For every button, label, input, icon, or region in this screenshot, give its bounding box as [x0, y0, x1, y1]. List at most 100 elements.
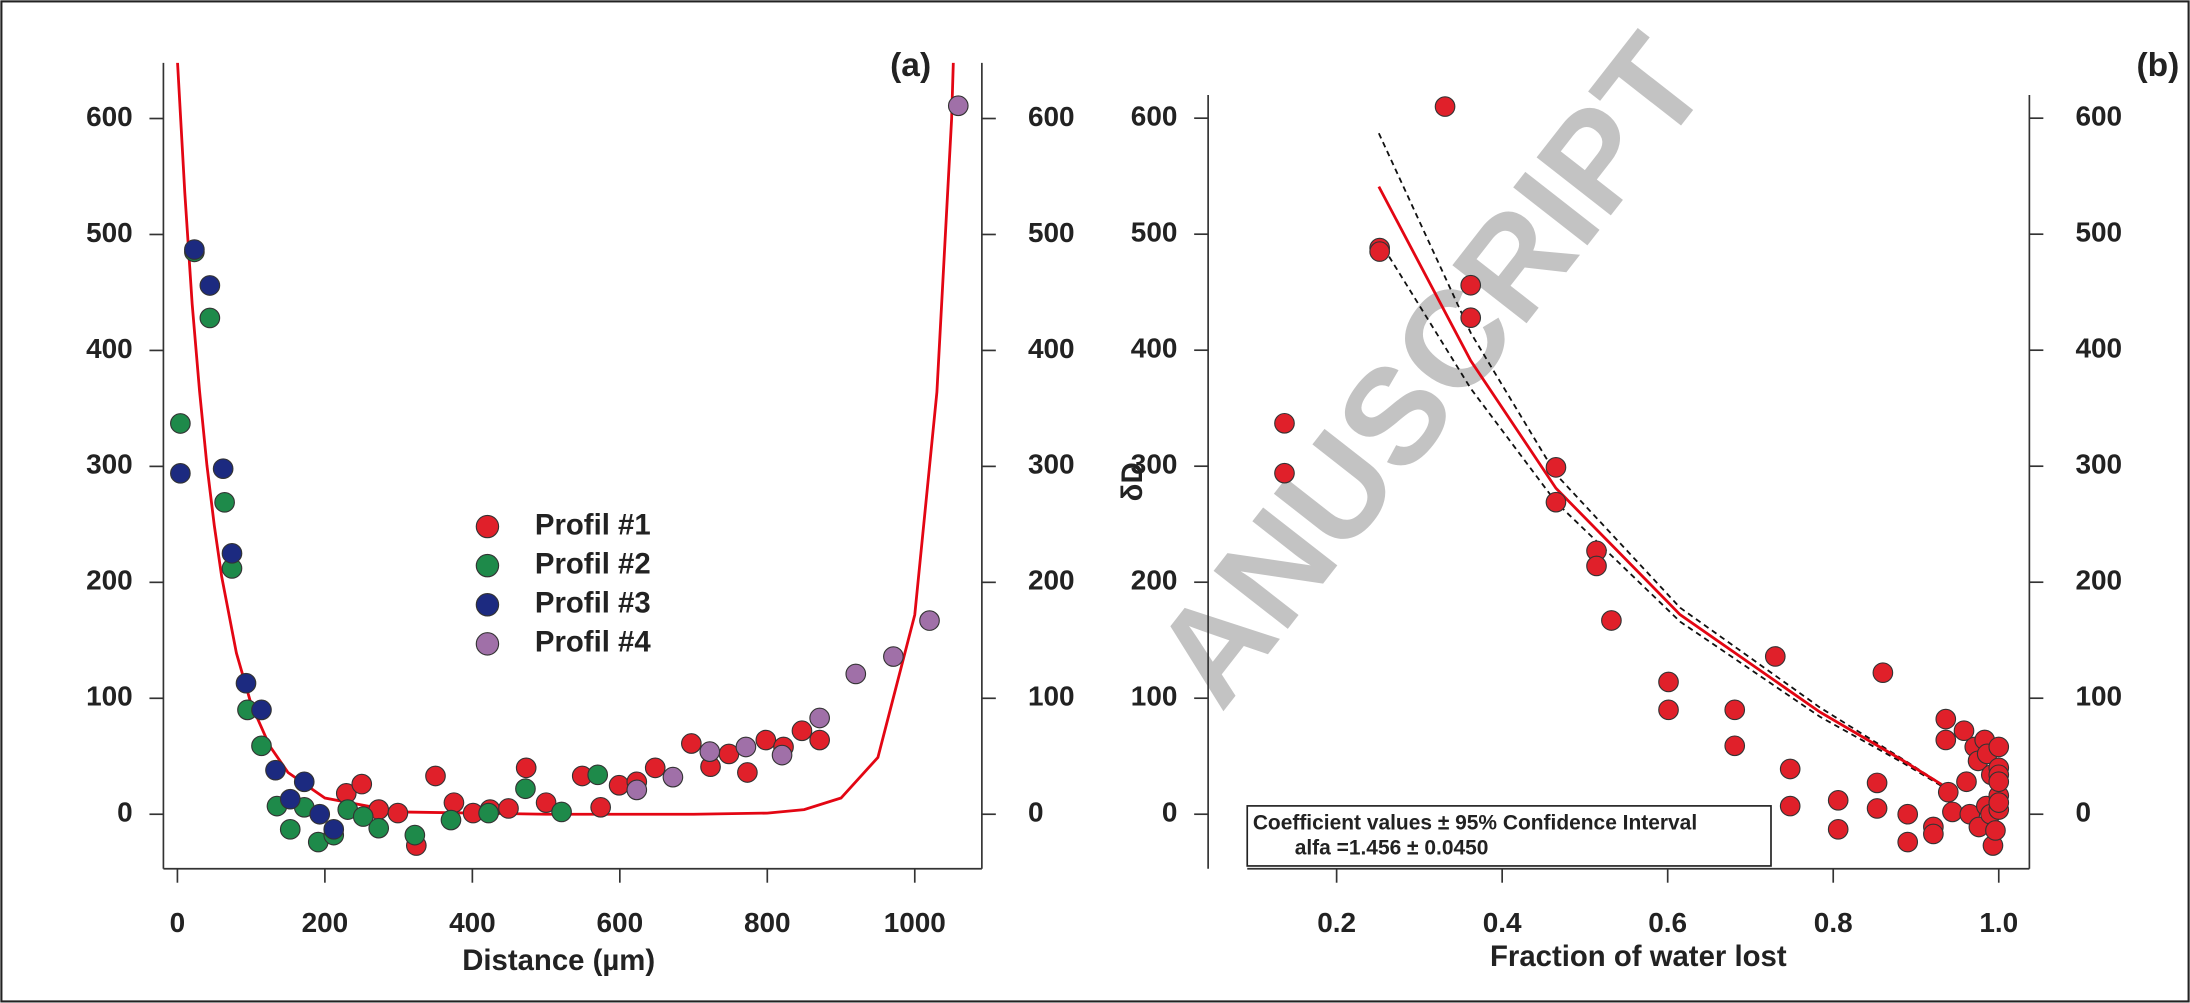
point	[515, 778, 536, 800]
point	[1764, 646, 1786, 667]
point	[551, 801, 572, 823]
point	[1935, 708, 1957, 730]
point	[279, 788, 301, 810]
point	[404, 824, 426, 846]
point	[1827, 818, 1849, 840]
point	[1866, 772, 1888, 794]
point	[644, 757, 666, 779]
point	[1988, 736, 2010, 758]
x-tick-label: 200	[302, 907, 349, 938]
point	[845, 663, 867, 685]
point	[737, 762, 758, 783]
point	[184, 239, 205, 260]
legend-marker	[475, 553, 500, 578]
point	[1866, 798, 1888, 819]
legend-marker	[475, 593, 500, 617]
point	[791, 720, 813, 742]
point	[919, 610, 940, 631]
panel-label: (b)	[2136, 47, 2179, 84]
point	[735, 736, 757, 758]
point	[1923, 823, 1944, 845]
point	[947, 95, 969, 117]
legend-label: Profil #3	[535, 587, 651, 620]
x-tick-label: 0.2	[1317, 907, 1356, 938]
y2-tick-label: 600	[2075, 101, 2122, 132]
point	[212, 458, 234, 480]
y2-tick-label: 200	[1028, 565, 1075, 596]
y-tick-label: 200	[1131, 565, 1178, 596]
point	[440, 809, 462, 831]
point	[1434, 96, 1456, 117]
point	[368, 817, 390, 839]
point	[1985, 820, 2006, 841]
y-tick-label: 200	[86, 565, 133, 596]
y-tick-label: 600	[86, 101, 133, 132]
y-tick-label: 100	[86, 681, 133, 712]
x-tick-label: 1000	[884, 907, 946, 938]
x-tick-label: 0.6	[1648, 907, 1687, 938]
point	[1724, 699, 1746, 721]
y-tick-label: 100	[1131, 681, 1178, 712]
x-tick-label: 800	[744, 907, 791, 938]
point	[235, 672, 257, 694]
point	[1779, 795, 1801, 817]
watermark: ANUSCRIPT	[1124, 9, 1736, 732]
point	[1274, 462, 1295, 484]
point	[425, 765, 446, 787]
y-tick-label: 400	[86, 333, 133, 364]
x-tick-label: 0	[170, 907, 186, 938]
y-tick-label: 600	[1131, 101, 1178, 132]
point	[1827, 789, 1849, 811]
point	[1274, 412, 1295, 434]
confidence-line	[1378, 239, 1957, 796]
point	[351, 773, 373, 795]
point	[1935, 729, 1957, 751]
y-tick-label: 300	[1131, 449, 1178, 480]
point	[251, 699, 272, 721]
y2-tick-label: 600	[1028, 101, 1075, 132]
point	[662, 766, 684, 788]
x-axis-label: Fraction of water lost	[1490, 940, 1787, 973]
point	[1779, 758, 1801, 780]
point	[771, 744, 793, 766]
y2-tick-label: 500	[1028, 217, 1075, 248]
point	[1937, 781, 1959, 803]
y-axis-label: δD	[1116, 462, 1149, 501]
y2-tick-label: 0	[2075, 797, 2091, 828]
x-axis-label: Distance (µm)	[462, 944, 655, 977]
legend-label: Profil #4	[535, 626, 651, 659]
panel-label: (a)	[890, 47, 931, 84]
point	[170, 463, 191, 484]
point	[443, 792, 465, 813]
point	[221, 543, 243, 564]
point	[387, 802, 409, 824]
point	[1658, 699, 1679, 721]
y2-tick-label: 0	[1028, 797, 1044, 828]
annotation-box	[1246, 805, 1772, 867]
legend-label: Profil #2	[535, 547, 651, 580]
point	[809, 729, 830, 751]
point	[1872, 662, 1894, 684]
point	[1545, 457, 1567, 478]
y-tick-label: 0	[1162, 797, 1178, 828]
y2-tick-label: 100	[2075, 681, 2122, 712]
point	[293, 771, 315, 793]
point	[323, 818, 345, 840]
y-tick-label: 0	[117, 797, 133, 828]
y-tick-label: 500	[1131, 217, 1178, 248]
point	[590, 796, 611, 818]
point	[199, 307, 221, 329]
x-tick-label: 400	[449, 907, 496, 938]
legend-marker	[475, 632, 500, 656]
point	[309, 803, 331, 825]
annotation: Coefficient values ± 95% Confidence Inte…	[1253, 812, 1697, 835]
y2-tick-label: 400	[2075, 333, 2122, 364]
point	[883, 646, 904, 667]
point	[626, 779, 648, 801]
point	[1942, 801, 1963, 823]
x-tick-label: 1.0	[1979, 907, 2018, 938]
annotation: alfa =1.456 ± 0.0450	[1295, 837, 1489, 860]
fit-line	[1377, 185, 1957, 795]
